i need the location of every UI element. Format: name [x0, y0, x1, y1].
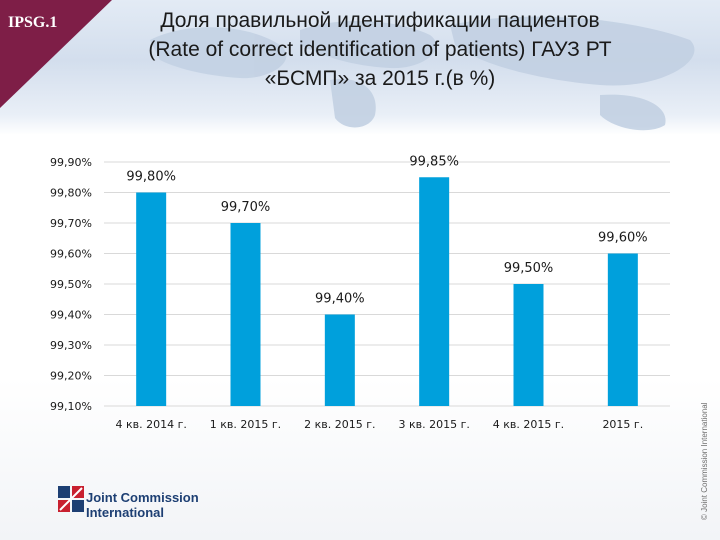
data-label: 99,70% — [221, 200, 271, 215]
slide-title: Доля правильной идентификации пациентов … — [80, 6, 680, 93]
bar — [419, 177, 450, 406]
copyright-text: © Joint Commission International — [700, 402, 709, 521]
logo-line-2: International — [86, 505, 165, 520]
y-tick-label: 99,20% — [50, 370, 92, 383]
y-tick-label: 99,30% — [50, 339, 92, 352]
section-ribbon — [0, 0, 112, 108]
data-label: 99,40% — [315, 292, 365, 307]
bar — [136, 192, 167, 406]
logo-wordmark: Joint Commission International — [86, 490, 199, 520]
title-line-2: (Rate of correct identification of patie… — [148, 38, 612, 61]
y-tick-label: 99,90% — [50, 156, 92, 169]
bar — [230, 223, 261, 406]
data-label: 99,50% — [504, 261, 554, 276]
x-tick-label: 2015 г. — [602, 418, 643, 431]
title-line-1: Доля правильной идентификации пациентов — [160, 9, 600, 32]
y-tick-label: 99,80% — [50, 187, 92, 200]
x-tick-label: 4 кв. 2015 г. — [493, 418, 564, 431]
y-tick-label: 99,60% — [50, 248, 92, 261]
jci-logo-icon — [58, 486, 84, 512]
logo-line-1: Joint Commission — [86, 490, 199, 505]
y-tick-label: 99,10% — [50, 400, 92, 413]
y-tick-label: 99,50% — [50, 278, 92, 291]
y-tick-label: 99,70% — [50, 217, 92, 230]
bar-chart: 99,10% 99,20% 99,30% 99,40% 99,50% 99,60% 99,7… — [50, 154, 670, 431]
data-label: 99,80% — [126, 170, 176, 185]
x-tick-label: 3 кв. 2015 г. — [398, 418, 469, 431]
header-banner — [0, 0, 720, 135]
badge-label: IPSG.1 — [8, 14, 58, 31]
bar — [324, 314, 355, 406]
data-label: 99,85% — [409, 154, 459, 169]
title-line-3: «БСМП» за 2015 г.(в %) — [264, 67, 496, 90]
bar — [607, 253, 638, 406]
world-map-background — [150, 16, 695, 131]
bar — [513, 284, 544, 406]
x-tick-label: 2 кв. 2015 г. — [304, 418, 375, 431]
y-tick-label: 99,40% — [50, 309, 92, 322]
data-label: 99,60% — [598, 231, 648, 246]
x-tick-label: 1 кв. 2015 г. — [210, 418, 281, 431]
x-tick-label: 4 кв. 2014 г. — [115, 418, 186, 431]
